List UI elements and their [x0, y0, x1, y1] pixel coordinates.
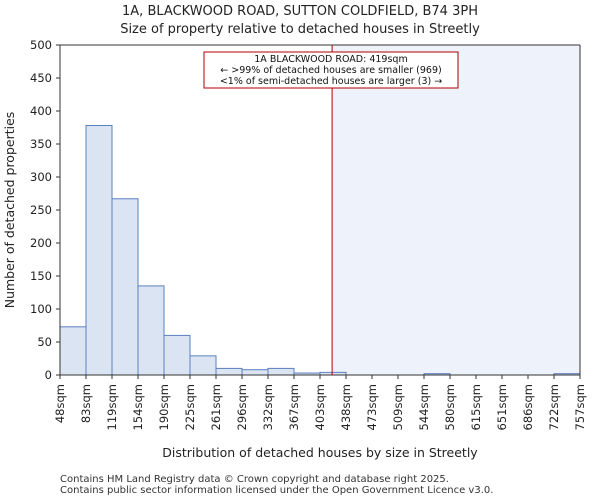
footer-licence: Contains public sector information licen… [60, 485, 494, 496]
histogram-bar [59, 326, 87, 376]
annotation-line-2: ← >99% of detached houses are smaller (9… [220, 65, 441, 76]
y-tick-label: 200 [30, 236, 52, 250]
y-tick-label: 100 [30, 302, 52, 316]
x-tick-label: 154sqm [131, 384, 145, 430]
annotation-line-3: <1% of semi-detached houses are larger (… [220, 76, 442, 87]
histogram-bar [241, 369, 269, 376]
x-tick-label: 261sqm [209, 384, 223, 430]
annotation-box [203, 51, 459, 89]
larger-properties-shade [332, 45, 580, 375]
y-axis-title: Number of detached properties [2, 112, 17, 309]
x-axis-title: Distribution of detached houses by size … [162, 445, 478, 460]
y-tick-label: 400 [30, 104, 52, 118]
y-tick-label: 250 [30, 203, 52, 217]
x-tick-label: 473sqm [365, 384, 379, 430]
histogram-bar [267, 367, 295, 376]
x-tick-label: 580sqm [443, 384, 457, 430]
chart-title: 1A, BLACKWOOD ROAD, SUTTON COLDFIELD, B7… [122, 4, 478, 19]
histogram-bar [85, 125, 113, 376]
chart-subtitle: Size of property relative to detached ho… [120, 22, 480, 37]
x-tick-label: 403sqm [313, 384, 327, 430]
y-tick-label: 450 [30, 71, 52, 85]
y-tick-label: 0 [45, 368, 52, 382]
histogram-bar [137, 285, 165, 376]
x-tick-label: 119sqm [105, 384, 119, 430]
x-tick-label: 722sqm [547, 384, 561, 430]
histogram-bar [189, 355, 217, 376]
x-tick-label: 190sqm [157, 384, 171, 430]
footer-copyright: Contains HM Land Registry data © Crown c… [60, 474, 449, 485]
x-tick-label: 225sqm [183, 384, 197, 430]
x-tick-label: 757sqm [573, 384, 587, 430]
x-tick-label: 367sqm [287, 384, 301, 430]
x-tick-label: 509sqm [391, 384, 405, 430]
x-tick-label: 48sqm [53, 384, 67, 423]
y-tick-label: 50 [37, 335, 52, 349]
x-tick-label: 544sqm [417, 384, 431, 430]
x-tick-label: 651sqm [495, 384, 509, 430]
histogram-bar [215, 367, 243, 376]
x-tick-label: 332sqm [261, 384, 275, 430]
y-tick-label: 350 [30, 137, 52, 151]
histogram-bar [163, 334, 191, 376]
histogram-bar [111, 198, 139, 376]
x-tick-label: 296sqm [235, 384, 249, 430]
x-tick-label: 615sqm [469, 384, 483, 430]
y-tick-label: 150 [30, 269, 52, 283]
y-tick-label: 300 [30, 170, 52, 184]
x-tick-label: 83sqm [79, 384, 93, 423]
annotation-line-1: 1A BLACKWOOD ROAD: 419sqm [254, 54, 407, 65]
y-tick-label: 500 [30, 38, 52, 52]
x-tick-label: 686sqm [521, 384, 535, 430]
x-tick-label: 438sqm [339, 384, 353, 430]
